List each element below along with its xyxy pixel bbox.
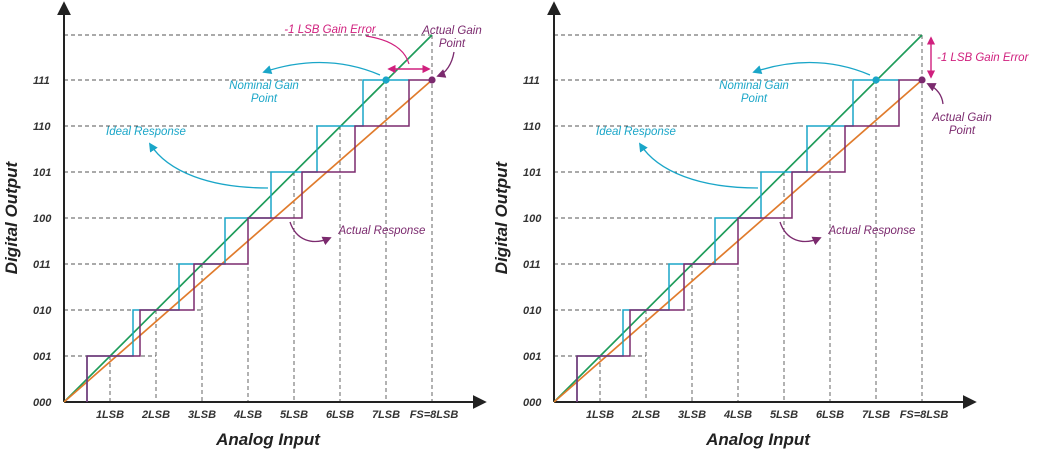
nominal-gain-point-label: Nominal Gain [229, 80, 299, 92]
x-tick-label: 3LSB [188, 409, 216, 421]
x-tick-label: FS=8LSB [900, 409, 949, 421]
grid-lines [554, 34, 923, 402]
actual-response-arrow [779, 221, 822, 246]
x-axis-title: Analog Input [215, 430, 321, 449]
y-tick-label: 000 [33, 397, 52, 409]
actual-gain-point-arrow [436, 51, 455, 78]
x-tick-label: 3LSB [678, 409, 706, 421]
gain-error-label: -1 LSB Gain Error [284, 24, 377, 36]
actual-response-staircase [576, 79, 922, 402]
ideal-response-label: Ideal Response [596, 126, 676, 138]
x-tick-label: 7LSB [862, 409, 890, 421]
x-tick-label: 5LSB [280, 409, 308, 421]
y-tick-labels: 000 001 010 011 100 101 110 111 [523, 75, 542, 409]
y-tick-label: 000 [523, 397, 542, 409]
x-tick-label: 4LSB [723, 409, 752, 421]
y-tick-label: 011 [523, 259, 541, 271]
x-tick-label: 2LSB [631, 409, 660, 421]
x-axis-title: Analog Input [705, 430, 811, 449]
actual-response-staircase [86, 79, 432, 402]
panel-right: 1LSB 2LSB 3LSB 4LSB 5LSB 6LSB 7LSB FS=8L… [492, 1, 1030, 449]
y-tick-label: 100 [33, 213, 52, 225]
ideal-response-arrow [149, 142, 269, 189]
nominal-gain-point-label: Point [251, 93, 278, 105]
nominal-gain-point [872, 76, 880, 84]
grid-lines [64, 34, 433, 402]
actual-gain-point [918, 76, 926, 84]
actual-gain-point-label: Actual Gain [931, 112, 991, 124]
gain-error-label: -1 LSB Gain Error [937, 52, 1030, 64]
nominal-gain-point-arrow [752, 61, 871, 76]
y-tick-label: 110 [523, 121, 541, 133]
y-tick-label: 010 [523, 305, 542, 317]
y-tick-label: 011 [33, 259, 51, 271]
y-tick-label: 110 [33, 121, 51, 133]
nominal-gain-point [382, 76, 390, 84]
actual-gain-point-arrow [926, 83, 944, 105]
x-tick-labels: 1LSB 2LSB 3LSB 4LSB 5LSB 6LSB 7LSB FS=8L… [586, 409, 948, 421]
x-tick-label: 1LSB [96, 409, 124, 421]
y-axis-title: Digital Output [492, 160, 511, 274]
x-tick-label: 4LSB [233, 409, 262, 421]
actual-response-label: Actual Response [338, 225, 426, 237]
ideal-response-label: Ideal Response [106, 126, 186, 138]
actual-response-arrow [289, 221, 332, 246]
y-tick-label: 111 [523, 75, 540, 87]
gain-error-pointer [365, 35, 410, 65]
actual-gain-point [428, 76, 436, 84]
nominal-gain-point-label: Point [741, 93, 768, 105]
x-tick-label: 2LSB [141, 409, 170, 421]
ideal-response-arrow [639, 142, 759, 189]
actual-gain-point-label: Actual Gain [421, 25, 481, 37]
ideal-response-staircase [86, 79, 409, 402]
y-tick-label: 111 [33, 75, 50, 87]
nominal-gain-point-label: Nominal Gain [719, 80, 789, 92]
y-tick-label: 101 [33, 167, 51, 179]
y-axis-title: Digital Output [2, 160, 21, 274]
nominal-gain-point-arrow [262, 61, 381, 76]
x-tick-label: 5LSB [770, 409, 798, 421]
y-tick-label: 001 [33, 351, 51, 363]
y-tick-labels: 000 001 010 011 100 101 110 111 [33, 75, 52, 409]
panel-left: 1LSB 2LSB 3LSB 4LSB 5LSB 6LSB 7LSB FS=8L… [2, 1, 487, 449]
ideal-response-staircase [576, 79, 899, 402]
x-tick-label: FS=8LSB [410, 409, 459, 421]
x-tick-label: 6LSB [326, 409, 354, 421]
y-tick-label: 101 [523, 167, 541, 179]
x-tick-labels: 1LSB 2LSB 3LSB 4LSB 5LSB 6LSB 7LSB FS=8L… [96, 409, 458, 421]
x-tick-label: 1LSB [586, 409, 614, 421]
actual-gain-point-label: Point [439, 38, 466, 50]
y-tick-label: 100 [523, 213, 542, 225]
y-tick-label: 010 [33, 305, 52, 317]
x-tick-label: 7LSB [372, 409, 400, 421]
actual-gain-point-label: Point [949, 125, 976, 137]
actual-response-label: Actual Response [828, 225, 916, 237]
x-tick-label: 6LSB [816, 409, 844, 421]
y-tick-label: 001 [523, 351, 541, 363]
